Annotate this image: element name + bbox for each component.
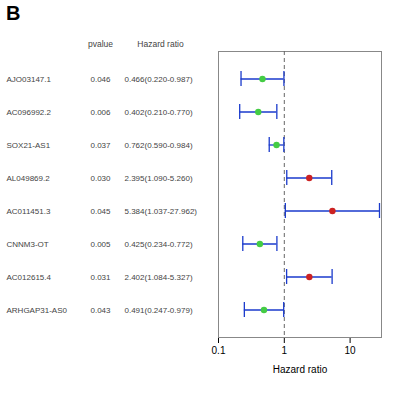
svg-text:10: 10 bbox=[345, 345, 357, 356]
svg-text:0.1: 0.1 bbox=[212, 345, 226, 356]
svg-text:1: 1 bbox=[282, 345, 288, 356]
svg-text:0.402(0.210-0.770): 0.402(0.210-0.770) bbox=[125, 108, 193, 117]
svg-text:5.384(1.037-27.962): 5.384(1.037-27.962) bbox=[125, 207, 198, 216]
svg-text:0.005: 0.005 bbox=[90, 240, 111, 249]
svg-text:0.762(0.590-0.984): 0.762(0.590-0.984) bbox=[125, 141, 193, 150]
svg-text:2.402(1.084-5.327): 2.402(1.084-5.327) bbox=[125, 273, 193, 282]
svg-text:SOX21-AS1: SOX21-AS1 bbox=[7, 141, 51, 150]
svg-text:0.046: 0.046 bbox=[90, 75, 111, 84]
svg-text:0.045: 0.045 bbox=[90, 207, 111, 216]
svg-text:0.466(0.220-0.987): 0.466(0.220-0.987) bbox=[125, 75, 193, 84]
svg-text:ARHGAP31-AS0: ARHGAP31-AS0 bbox=[7, 306, 68, 315]
svg-text:0.425(0.234-0.772): 0.425(0.234-0.772) bbox=[125, 240, 193, 249]
svg-text:0.037: 0.037 bbox=[90, 141, 111, 150]
svg-text:AJO03147.1: AJO03147.1 bbox=[7, 75, 52, 84]
svg-text:Hazard ratio: Hazard ratio bbox=[273, 364, 328, 375]
svg-text:2.395(1.090-5.260): 2.395(1.090-5.260) bbox=[125, 174, 193, 183]
svg-text:0.031: 0.031 bbox=[90, 273, 111, 282]
svg-text:0.030: 0.030 bbox=[90, 174, 111, 183]
svg-text:0.491(0.247-0.979): 0.491(0.247-0.979) bbox=[125, 306, 193, 315]
svg-text:pvalue: pvalue bbox=[88, 39, 113, 49]
svg-text:AC012615.4: AC012615.4 bbox=[7, 273, 52, 282]
svg-text:AC096992.2: AC096992.2 bbox=[7, 108, 52, 117]
svg-text:0.006: 0.006 bbox=[90, 108, 111, 117]
html-text:B: B bbox=[6, 2, 21, 24]
svg-text:0.043: 0.043 bbox=[90, 306, 111, 315]
svg-text:CNNM3-OT: CNNM3-OT bbox=[7, 240, 49, 249]
svg-text:AL049869.2: AL049869.2 bbox=[7, 174, 51, 183]
svg-text:Hazard ratio: Hazard ratio bbox=[137, 39, 184, 49]
svg-text:AC011451.3: AC011451.3 bbox=[7, 207, 51, 216]
